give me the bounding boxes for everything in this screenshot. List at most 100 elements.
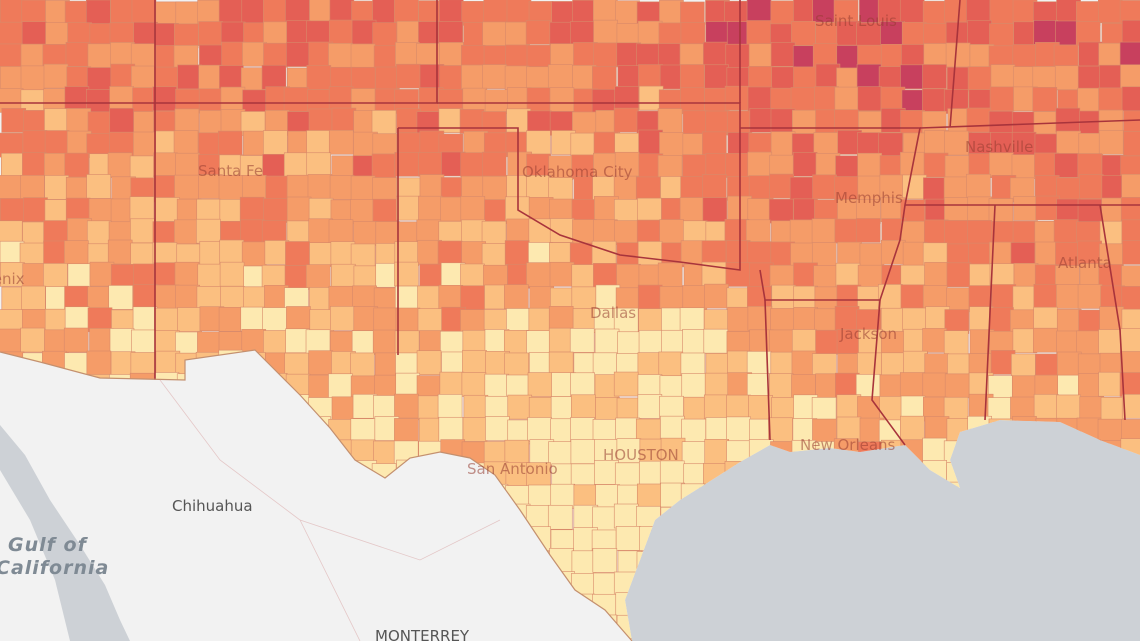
- county: [374, 352, 400, 378]
- county: [220, 286, 245, 311]
- county: [812, 43, 838, 68]
- county: [198, 21, 223, 46]
- county: [724, 0, 749, 26]
- county: [682, 329, 707, 354]
- county: [679, 64, 705, 89]
- county: [395, 42, 420, 67]
- county: [615, 0, 640, 26]
- county: [793, 66, 818, 92]
- county: [593, 572, 618, 598]
- county: [417, 239, 442, 265]
- county: [967, 20, 992, 45]
- county: [658, 351, 684, 377]
- county: [769, 329, 794, 355]
- county: [416, 350, 442, 376]
- county: [439, 371, 465, 397]
- county: [879, 374, 905, 400]
- city-label: Saint Louis: [815, 12, 897, 30]
- county: [175, 1, 201, 27]
- city-label: MONTERREY: [375, 627, 470, 641]
- county: [20, 43, 46, 69]
- county: [657, 108, 683, 133]
- county: [482, 64, 507, 89]
- county: [350, 199, 375, 224]
- county: [944, 373, 970, 399]
- county: [902, 307, 927, 333]
- county: [635, 176, 661, 202]
- mexico-state-line: [159, 379, 501, 641]
- county: [485, 416, 510, 441]
- county: [922, 64, 947, 89]
- county: [747, 86, 773, 112]
- county: [372, 177, 397, 202]
- county: [86, 0, 111, 25]
- county: [0, 175, 24, 200]
- county: [614, 151, 640, 177]
- state-border: [739, 0, 1140, 129]
- county: [439, 42, 464, 67]
- county: [614, 220, 639, 245]
- county: [834, 218, 860, 244]
- county: [504, 439, 530, 465]
- county: [879, 174, 905, 200]
- county: [548, 351, 574, 377]
- county: [746, 0, 772, 23]
- county: [702, 197, 728, 222]
- county: [1079, 174, 1104, 199]
- county: [771, 66, 796, 92]
- county: [1054, 153, 1079, 178]
- county: [350, 352, 375, 378]
- county: [527, 372, 553, 397]
- county: [989, 152, 1014, 178]
- county: [791, 329, 817, 354]
- county: [1013, 196, 1039, 221]
- county: [1079, 396, 1105, 422]
- county: [0, 43, 23, 69]
- county: [459, 109, 485, 134]
- county: [350, 175, 376, 201]
- county: [1076, 330, 1101, 356]
- county: [483, 441, 509, 466]
- county: [637, 394, 663, 419]
- county: [833, 0, 859, 25]
- county: [20, 65, 46, 91]
- county: [903, 350, 928, 376]
- county: [855, 218, 881, 243]
- county: [0, 21, 24, 47]
- county: [108, 285, 134, 310]
- county: [331, 396, 357, 422]
- county: [528, 197, 554, 222]
- city-label: Atlanta: [1058, 254, 1112, 272]
- county: [570, 417, 595, 442]
- county: [1077, 198, 1103, 224]
- county: [945, 42, 971, 68]
- county: [394, 241, 420, 266]
- county: [107, 239, 133, 265]
- county: [747, 198, 773, 224]
- county: [0, 0, 25, 23]
- county: [812, 174, 837, 200]
- county: [63, 327, 89, 353]
- county: [613, 107, 639, 133]
- county: [263, 42, 288, 68]
- county: [373, 395, 398, 420]
- county: [968, 242, 993, 268]
- county: [396, 20, 422, 46]
- county: [461, 241, 486, 266]
- county: [418, 0, 444, 25]
- county: [770, 131, 796, 156]
- county: [526, 44, 552, 70]
- county: [64, 86, 90, 111]
- county: [22, 263, 48, 288]
- county: [901, 89, 927, 115]
- county: [526, 87, 552, 113]
- county: [173, 130, 199, 155]
- county: [657, 155, 683, 180]
- county: [64, 0, 90, 26]
- county: [64, 306, 90, 332]
- county: [792, 109, 817, 135]
- county: [614, 462, 640, 488]
- county: [770, 108, 796, 134]
- county: [129, 155, 155, 181]
- county: [174, 23, 199, 49]
